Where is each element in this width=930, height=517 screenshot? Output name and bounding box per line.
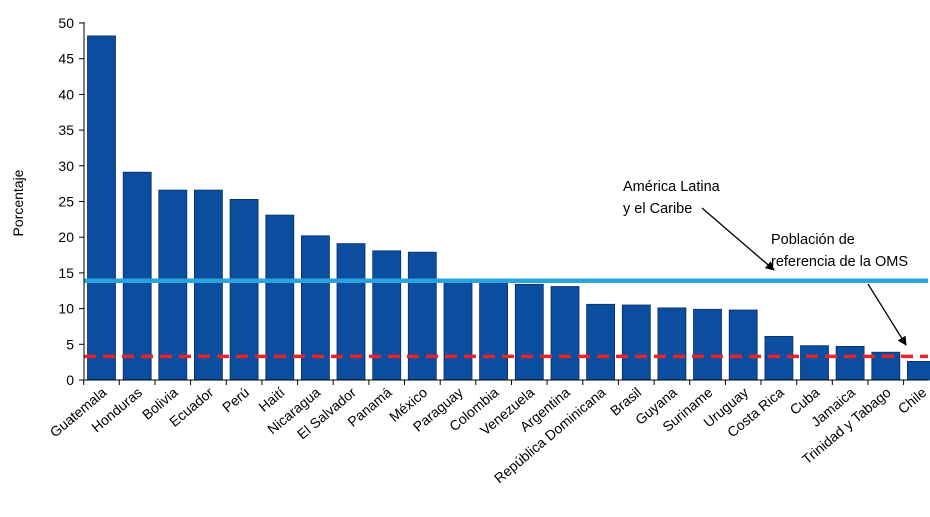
bar-honduras <box>122 171 152 381</box>
bar-guyana <box>657 307 687 381</box>
reference-lines-group <box>84 278 928 359</box>
annotation-regional-average-line-2: y el Caribe <box>623 201 692 217</box>
annotation-regional-average-arrow <box>701 207 775 271</box>
annotations-group: América Latina y el Caribe Población de ref… <box>623 179 908 346</box>
bar-suriname <box>693 308 722 381</box>
y-tick-label: 25 <box>58 194 74 210</box>
x-tick-label-peru: Perú <box>219 384 252 415</box>
annotation-who-reference: Población de referencia de la OMS <box>771 232 908 270</box>
bar-chile <box>907 360 930 381</box>
bar-venezuela <box>514 283 544 381</box>
y-ticks-group: 0 5 10 15 20 25 30 35 40 45 50 <box>58 15 84 388</box>
bar-peru <box>229 198 259 381</box>
y-tick-label: 0 <box>66 372 74 388</box>
annotation-who-reference-line-1: Población de <box>771 232 855 248</box>
bars-group <box>87 35 930 381</box>
annotation-regional-average-line-1: América Latina <box>623 179 721 195</box>
bar-argentina <box>550 286 580 381</box>
x-tick-label-chile: Chile <box>895 384 930 417</box>
y-tick-label: 35 <box>58 122 74 138</box>
bar-mexico <box>407 251 437 381</box>
y-tick-label: 15 <box>58 265 74 281</box>
annotation-who-reference-arrow <box>867 283 907 346</box>
y-axis-label: Porcentaje <box>10 169 26 236</box>
y-tick-label: 10 <box>58 301 74 317</box>
y-tick-label: 30 <box>58 158 74 174</box>
y-tick-label: 5 <box>66 336 74 352</box>
bar-colombia <box>479 280 509 381</box>
bar-haiti <box>265 214 295 381</box>
bar-costa-rica <box>764 335 794 381</box>
y-tick-label: 50 <box>58 15 74 31</box>
y-tick-label: 45 <box>58 51 74 67</box>
bar-paraguay <box>443 278 473 381</box>
bar-brasil <box>621 304 651 381</box>
bar-panama <box>372 250 402 381</box>
bar-ecuador <box>193 189 223 381</box>
bar-uruguay <box>728 309 758 381</box>
y-tick-label: 40 <box>58 86 74 102</box>
annotation-who-reference-line-2: referencia de la OMS <box>771 254 908 270</box>
bar-el-salvador <box>336 243 366 381</box>
y-tick-label: 20 <box>58 229 74 245</box>
bar-republica-dominicana <box>586 303 615 381</box>
bar-cuba <box>800 345 829 381</box>
bar-bolivia <box>158 189 188 381</box>
bar-nicaragua <box>300 235 330 381</box>
bar-jamaica <box>835 345 865 381</box>
annotation-regional-average: América Latina y el Caribe <box>623 179 721 217</box>
bar-guatemala <box>87 35 116 381</box>
